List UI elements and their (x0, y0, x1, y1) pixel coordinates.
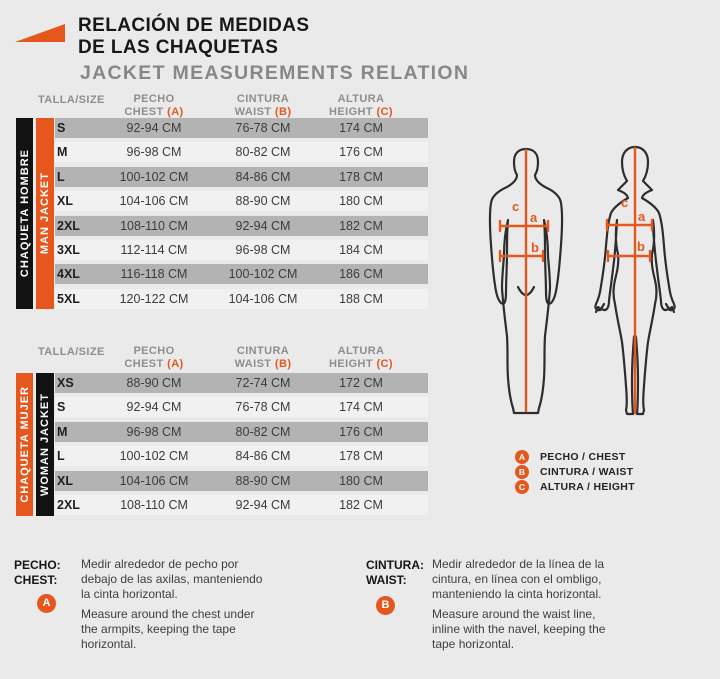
table-row: M 96-98 CM 80-82 CM 176 CM (55, 142, 428, 163)
table-row: 5XL 120-122 CM 104-106 CM 188 CM (55, 288, 428, 309)
male-label-c: c (512, 199, 519, 214)
brand-triangle-logo (15, 24, 65, 42)
waist-key-b: (B) (274, 357, 292, 370)
legend-key-a-badge: A (515, 449, 529, 464)
legend-key-b-badge: B (515, 464, 529, 479)
column-waist: CINTURA WAIST (B) (234, 93, 292, 118)
title-line-2: DE LAS CHAQUETAS (78, 36, 279, 58)
man-table-side-label-es: CHAQUETA HOMBRE (16, 118, 33, 309)
legend-item-waist: B CINTURA / WAIST (515, 464, 635, 479)
title-line-1: RELACIÓN DE MEDIDAS (78, 15, 310, 36)
column-chest: PECHO CHEST (A) (124, 93, 184, 118)
female-label-c: c (621, 195, 628, 210)
woman-table-side-label-en: WOMAN JACKET (36, 373, 54, 516)
man-table-rows: S 92-94 CM 76-78 CM 174 CM M 96-98 CM 80-82 C… (55, 118, 428, 313)
man-table-side-label-en: MAN JACKET (36, 118, 54, 309)
man-jacket-table: TALLA/SIZE PECHO CHEST (A) CINTURA WAIST… (0, 90, 440, 315)
height-key-c: (C) (376, 105, 393, 118)
chest-instruction-label: PECHO: CHEST: (14, 558, 61, 587)
legend-label: ALTURA / HEIGHT (540, 480, 635, 493)
measurement-figures: c a b c a b (450, 141, 695, 431)
table-row: 2XL 108-110 CM 92-94 CM 182 CM (55, 215, 428, 236)
page-title: RELACIÓN DE MEDIDAS DE LAS CHAQUETAS (78, 15, 309, 58)
female-right-fingers (664, 302, 676, 314)
waist-key-b: (B) (274, 105, 292, 118)
legend-item-chest: A PECHO / CHEST (515, 449, 635, 464)
waist-key-b-badge: B (376, 596, 395, 615)
chest-key-a: (A) (167, 357, 184, 370)
legend-label: CINTURA / WAIST (540, 465, 634, 478)
chest-key-a-badge: A (37, 594, 56, 613)
table-row: L 100-102 CM 84-86 CM 178 CM (55, 446, 428, 467)
female-label-b: b (637, 239, 645, 254)
column-height: ALTURA HEIGHT (C) (329, 345, 393, 370)
male-line-labels: c a b (512, 199, 539, 255)
table-row: M 96-98 CM 80-82 CM 176 CM (55, 421, 428, 442)
woman-table-rows: XS 88-90 CM 72-74 CM 172 CM S 92-94 CM 76-78 … (55, 373, 428, 519)
table-row: 3XL 112-114 CM 96-98 CM 184 CM (55, 239, 428, 260)
measurement-legend: A PECHO / CHEST B CINTURA / WAIST C ALTU… (515, 449, 635, 495)
legend-key-c-badge: C (515, 479, 529, 494)
page-subtitle: JACKET MEASUREMENTS RELATION (80, 62, 470, 84)
woman-jacket-table: TALLA/SIZE PECHO CHEST (A) CINTURA WAIST… (0, 342, 440, 522)
waist-instruction-label: CINTURA: WAIST: (366, 558, 424, 587)
male-measurement-lines (498, 148, 550, 413)
table-row: S 92-94 CM 76-78 CM 174 CM (55, 397, 428, 418)
column-size: TALLA/SIZE (38, 94, 105, 106)
table-row: XL 104-106 CM 88-90 CM 180 CM (55, 470, 428, 491)
chest-instruction-text: Medir alrededor de pecho por debajo de l… (81, 557, 263, 651)
female-waist-line-b (606, 249, 652, 263)
woman-table-side-label-es: CHAQUETA MUJER (16, 373, 33, 516)
chest-key-a: (A) (167, 105, 184, 118)
female-label-a: a (638, 209, 646, 224)
waist-instruction-text: Medir alrededor de la línea de la cintur… (432, 557, 606, 651)
table-row: 4XL 116-118 CM 100-102 CM 186 CM (55, 264, 428, 285)
column-size: TALLA/SIZE (38, 346, 105, 358)
column-height: ALTURA HEIGHT (C) (329, 93, 393, 118)
table-row: 2XL 108-110 CM 92-94 CM 182 CM (55, 494, 428, 515)
height-key-c: (C) (376, 357, 393, 370)
table-row: L 100-102 CM 84-86 CM 178 CM (55, 166, 428, 187)
female-left-fingers (594, 302, 606, 314)
legend-item-height: C ALTURA / HEIGHT (515, 479, 635, 494)
female-measurement-lines (605, 146, 654, 415)
column-waist: CINTURA WAIST (B) (234, 345, 292, 370)
legend-label: PECHO / CHEST (540, 450, 626, 463)
female-line-labels: c a b (621, 195, 646, 254)
column-chest: PECHO CHEST (A) (124, 345, 184, 370)
table-row: XS 88-90 CM 72-74 CM 172 CM (55, 373, 428, 393)
female-chest-line-a (605, 218, 654, 232)
male-label-a: a (530, 210, 538, 225)
male-chest-line-a (498, 219, 550, 233)
table-row: S 92-94 CM 76-78 CM 174 CM (55, 118, 428, 138)
male-label-b: b (531, 240, 539, 255)
male-waist-line-b (498, 249, 545, 263)
table-row: XL 104-106 CM 88-90 CM 180 CM (55, 191, 428, 212)
body-silhouettes-diagram: c a b c a b (488, 145, 676, 416)
